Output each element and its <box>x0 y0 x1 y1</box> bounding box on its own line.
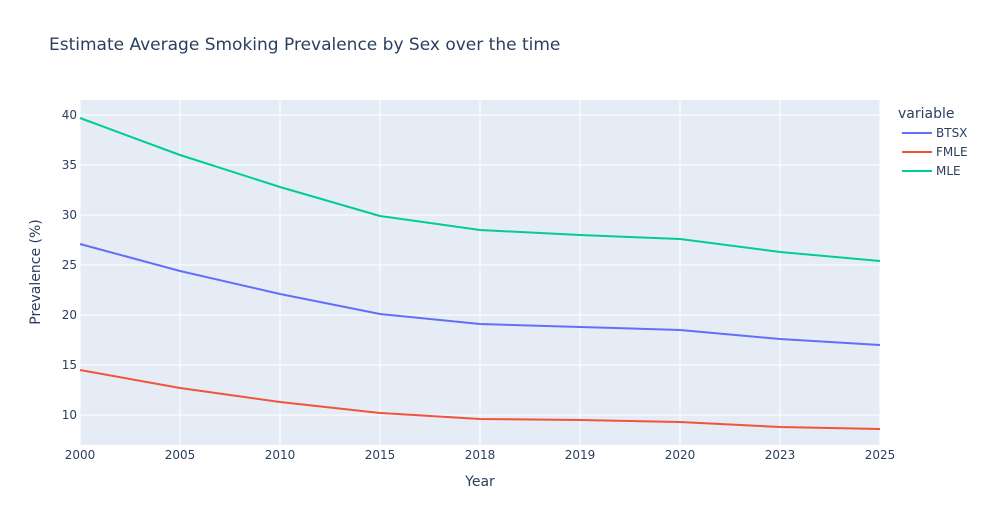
series-line-fmle <box>79 369 881 430</box>
y-tick-label: 35 <box>62 158 77 172</box>
y-tick-label: 25 <box>62 258 77 272</box>
y-tick-labels: 10 15 20 25 30 35 40 <box>62 108 77 422</box>
x-tick-label: 2010 <box>265 448 296 462</box>
legend-label-mle[interactable]: MLE <box>936 164 961 178</box>
series-lines <box>79 117 881 430</box>
series-line-btsx <box>79 243 881 346</box>
y-tick-label: 10 <box>62 408 77 422</box>
x-tick-label: 2023 <box>765 448 796 462</box>
x-tick-label: 2019 <box>565 448 596 462</box>
x-tick-label: 2000 <box>65 448 96 462</box>
x-tick-label: 2025 <box>865 448 896 462</box>
legend-label-btsx[interactable]: BTSX <box>936 126 967 140</box>
legend-label-fmle[interactable]: FMLE <box>936 145 968 159</box>
x-tick-labels: 2000 2005 2010 2015 2018 2019 2020 2023 2025 <box>65 448 896 462</box>
x-tick-label: 2018 <box>465 448 496 462</box>
y-tick-label: 40 <box>62 108 77 122</box>
legend: variable BTSX FMLE MLE <box>898 106 968 178</box>
x-tick-label: 2015 <box>365 448 396 462</box>
series-line-mle <box>79 117 881 262</box>
x-tick-label: 2020 <box>665 448 696 462</box>
legend-title: variable <box>898 106 954 122</box>
x-gridlines <box>79 100 881 445</box>
x-tick-label: 2005 <box>165 448 196 462</box>
y-tick-label: 20 <box>62 308 77 322</box>
y-axis-title: Prevalence (%) <box>28 219 44 325</box>
y-tick-label: 30 <box>62 208 77 222</box>
x-axis-title: Year <box>464 474 495 490</box>
chart-title: Estimate Average Smoking Prevalence by S… <box>49 35 560 55</box>
y-tick-label: 15 <box>62 358 77 372</box>
